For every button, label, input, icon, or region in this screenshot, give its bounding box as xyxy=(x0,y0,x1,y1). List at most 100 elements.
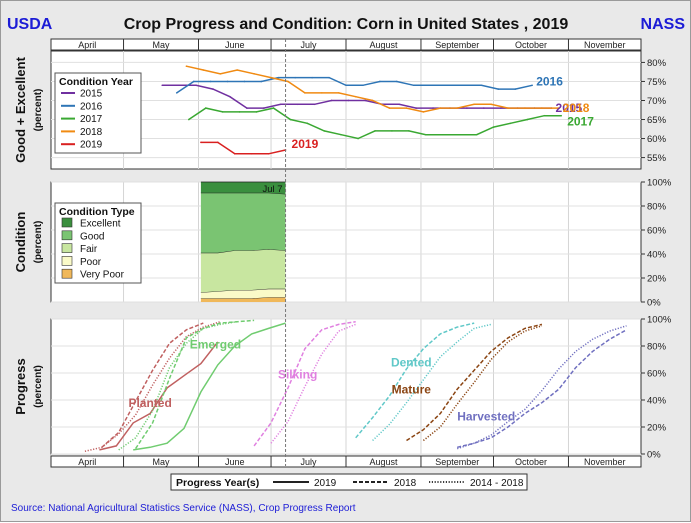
legend-swatch-fair xyxy=(61,243,73,253)
progress-line-harvested-y2018 xyxy=(457,329,627,449)
legend-title: Condition Year xyxy=(59,76,133,88)
legend-entry-2016: 2016 xyxy=(80,101,103,112)
legend-entry-2017: 2017 xyxy=(80,114,103,125)
data-point-2018 xyxy=(388,107,391,109)
month-label: May xyxy=(153,40,171,50)
data-point-2016 xyxy=(209,80,212,83)
month-label: June xyxy=(225,457,245,467)
data-point-2018 xyxy=(287,80,289,83)
progress-ytick-label: 20% xyxy=(647,423,667,434)
condition-ytick-label: 40% xyxy=(647,250,667,261)
data-point-2017 xyxy=(238,111,241,113)
progress-yunit: (percent) xyxy=(33,365,44,408)
series-line-2019 xyxy=(200,141,286,155)
stage-label-emerged: Emerged xyxy=(190,338,241,352)
data-point-2018 xyxy=(541,107,543,109)
condition-yunit: (percent) xyxy=(33,221,44,264)
data-point-2017 xyxy=(391,130,393,132)
legend-swatch-poor xyxy=(61,256,73,266)
data-point-2018 xyxy=(321,92,323,94)
data-point-2018 xyxy=(490,103,492,106)
legend-box xyxy=(170,473,528,491)
data-point-2018 xyxy=(253,73,255,75)
legend-entry-2019: 2019 xyxy=(80,140,103,151)
data-point-2019 xyxy=(250,152,253,155)
month-label: July xyxy=(301,457,318,467)
legend-box xyxy=(54,72,142,154)
data-point-2015 xyxy=(398,103,400,106)
condition-ytick-label: 80% xyxy=(647,202,667,213)
legend-entry-2015: 2015 xyxy=(80,89,103,100)
data-point-2018 xyxy=(507,107,509,109)
data-point-2018 xyxy=(405,107,408,109)
month-label: November xyxy=(584,457,626,467)
good-excellent-ytick-label: 60% xyxy=(647,134,667,145)
progress-line-planted-y2019 xyxy=(99,341,219,451)
data-point-2018 xyxy=(337,92,340,94)
data-point-2015 xyxy=(432,107,434,109)
data-point-2018 xyxy=(439,107,442,109)
month-label: August xyxy=(369,457,398,467)
chart-title: Crop Progress and Condition: Corn in Uni… xyxy=(124,16,569,33)
legend-entry-progress: 2019 xyxy=(314,478,337,489)
data-point-2016 xyxy=(395,80,398,83)
data-point-2015 xyxy=(246,107,248,109)
data-point-2018 xyxy=(422,111,425,113)
month-label: October xyxy=(515,457,547,467)
data-point-2016 xyxy=(345,84,347,87)
data-point-2017 xyxy=(543,114,546,117)
data-point-2017 xyxy=(475,133,478,136)
series-line-2015 xyxy=(162,84,552,109)
progress-line-mature-avg xyxy=(422,325,543,442)
stage-label-planted: Planted xyxy=(128,396,171,410)
end-label-2018: 2018 xyxy=(563,101,590,115)
legend-swatch-very-poor xyxy=(61,268,73,279)
data-point-2016 xyxy=(463,84,466,87)
progress-line-harvested-avg xyxy=(456,325,627,450)
stage-label-harvested: Harvested xyxy=(457,409,515,423)
data-point-2017 xyxy=(560,114,563,117)
data-point-2016 xyxy=(480,84,483,87)
month-label: November xyxy=(584,40,626,50)
progress-ytick-label: 40% xyxy=(647,396,667,407)
legend-title: Progress Year(s) xyxy=(176,477,259,489)
data-point-2015 xyxy=(161,84,164,87)
legend-swatch-excellent xyxy=(61,217,73,228)
progress-line-planted-y2018 xyxy=(101,322,204,448)
data-point-2016 xyxy=(514,88,517,90)
month-label: May xyxy=(153,457,171,467)
data-point-2016 xyxy=(429,84,432,87)
data-point-2017 xyxy=(221,111,224,113)
data-point-2017 xyxy=(441,133,444,136)
data-point-2015 xyxy=(296,103,299,106)
good-excellent-ytick-label: 65% xyxy=(647,115,667,126)
usda-label: USDA xyxy=(7,16,53,33)
data-point-2015 xyxy=(178,84,180,87)
legend-entry-excellent: Excellent xyxy=(80,219,121,230)
legend-entry-good: Good xyxy=(80,231,104,242)
data-point-2017 xyxy=(458,133,461,136)
condition-area-good xyxy=(200,192,286,253)
month-label: August xyxy=(369,40,398,50)
good-excellent-ytick-label: 70% xyxy=(647,96,667,107)
month-label: October xyxy=(515,40,547,50)
condition-area-fair xyxy=(200,249,286,293)
legend-entry-fair: Fair xyxy=(80,244,98,255)
data-point-2018 xyxy=(270,76,272,79)
series-line-2016 xyxy=(176,76,533,94)
end-label-2016: 2016 xyxy=(536,74,563,88)
legend-entry-very-poor: Very Poor xyxy=(80,270,125,281)
data-point-2016 xyxy=(412,84,415,87)
data-point-2018 xyxy=(456,107,459,109)
stage-label-dented: Dented xyxy=(391,355,432,369)
progress-line-emerged-y2019 xyxy=(133,322,286,451)
data-point-2017 xyxy=(340,133,342,136)
data-point-2017 xyxy=(408,130,410,132)
data-point-2018 xyxy=(557,107,560,109)
data-point-2016 xyxy=(260,80,263,83)
data-point-2016 xyxy=(328,76,330,79)
progress-ytick-label: 100% xyxy=(647,315,672,326)
data-point-2016 xyxy=(294,76,297,79)
end-label-2015: 2015 xyxy=(556,101,583,115)
data-point-2017 xyxy=(526,118,529,121)
